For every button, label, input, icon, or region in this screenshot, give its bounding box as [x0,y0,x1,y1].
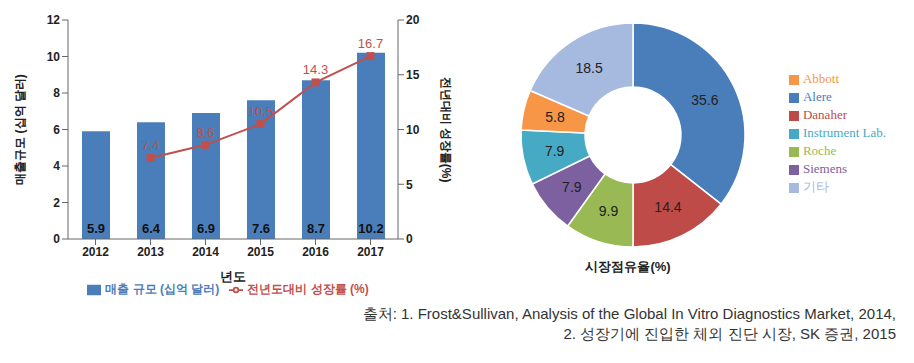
svg-text:10.2: 10.2 [358,221,383,236]
html-text:출처: 1. Frost&Sullivan, Analysi: 출처: 1. Frost&Sullivan, Analysis of the G… [362,305,896,322]
svg-text:2014: 2014 [192,245,219,259]
svg-text:7.6: 7.6 [252,221,270,236]
html-text:Roche: Roche [803,143,837,158]
html-text:전년도대비 성장률 (%): 전년도대비 성장률 (%) [247,282,369,296]
html-text:Alere: Alere [803,89,832,104]
svg-text:2016: 2016 [302,245,329,259]
svg-text:15: 15 [406,68,420,82]
svg-text:6: 6 [53,123,60,137]
svg-text:20: 20 [406,13,420,27]
svg-text:12: 12 [47,13,61,27]
svg-text:2015: 2015 [247,245,274,259]
html-text:매출 규모 (십억 달러): 매출 규모 (십억 달러) [105,282,220,296]
svg-text:5: 5 [406,178,413,192]
svg-text:2: 2 [53,196,60,210]
html-text:Danaher: Danaher [803,107,847,122]
html-text:Instrument Lab.: Instrument Lab. [803,125,886,140]
svg-text:16.7: 16.7 [358,36,383,51]
svg-text:5.9: 5.9 [87,221,105,236]
svg-text:0: 0 [406,232,413,246]
svg-text:매출규모 (십억 달러): 매출규모 (십억 달러) [13,74,27,185]
svg-text:2017: 2017 [357,245,384,259]
svg-text:10.5: 10.5 [248,104,273,119]
svg-text:6.9: 6.9 [197,221,215,236]
html-text:시장점유율(%): 시장점유율(%) [585,259,671,274]
svg-text:7.9: 7.9 [562,179,582,195]
svg-text:2012: 2012 [82,245,109,259]
svg-text:8: 8 [53,86,60,100]
svg-text:5.8: 5.8 [545,109,565,125]
svg-text:0: 0 [53,232,60,246]
svg-text:10: 10 [406,123,420,137]
svg-text:4: 4 [53,159,60,173]
svg-text:9.9: 9.9 [599,203,619,219]
svg-text:14.4: 14.4 [654,199,681,215]
html-text:기타: 기타 [803,179,829,194]
svg-text:8.6: 8.6 [196,125,214,140]
html-text:Abbott: Abbott [803,71,840,86]
svg-text:7.4: 7.4 [141,138,159,153]
svg-text:7.9: 7.9 [545,143,565,159]
svg-text:8.7: 8.7 [307,221,325,236]
svg-text:2013: 2013 [137,245,164,259]
svg-text:10: 10 [47,50,61,64]
html-text:Siemens: Siemens [803,161,847,176]
svg-text:6.4: 6.4 [142,221,161,236]
svg-text:전년대비 성장률(%): 전년대비 성장률(%) [439,77,453,183]
html-text:2. 성장기에 진입한 체외 진단 시장, SK 증권, 2: 2. 성장기에 진입한 체외 진단 시장, SK 증권, 2015 [563,325,896,342]
svg-text:년도: 년도 [220,269,246,284]
svg-text:35.6: 35.6 [691,92,718,108]
svg-text:18.5: 18.5 [575,60,602,76]
svg-text:14.3: 14.3 [303,62,328,77]
